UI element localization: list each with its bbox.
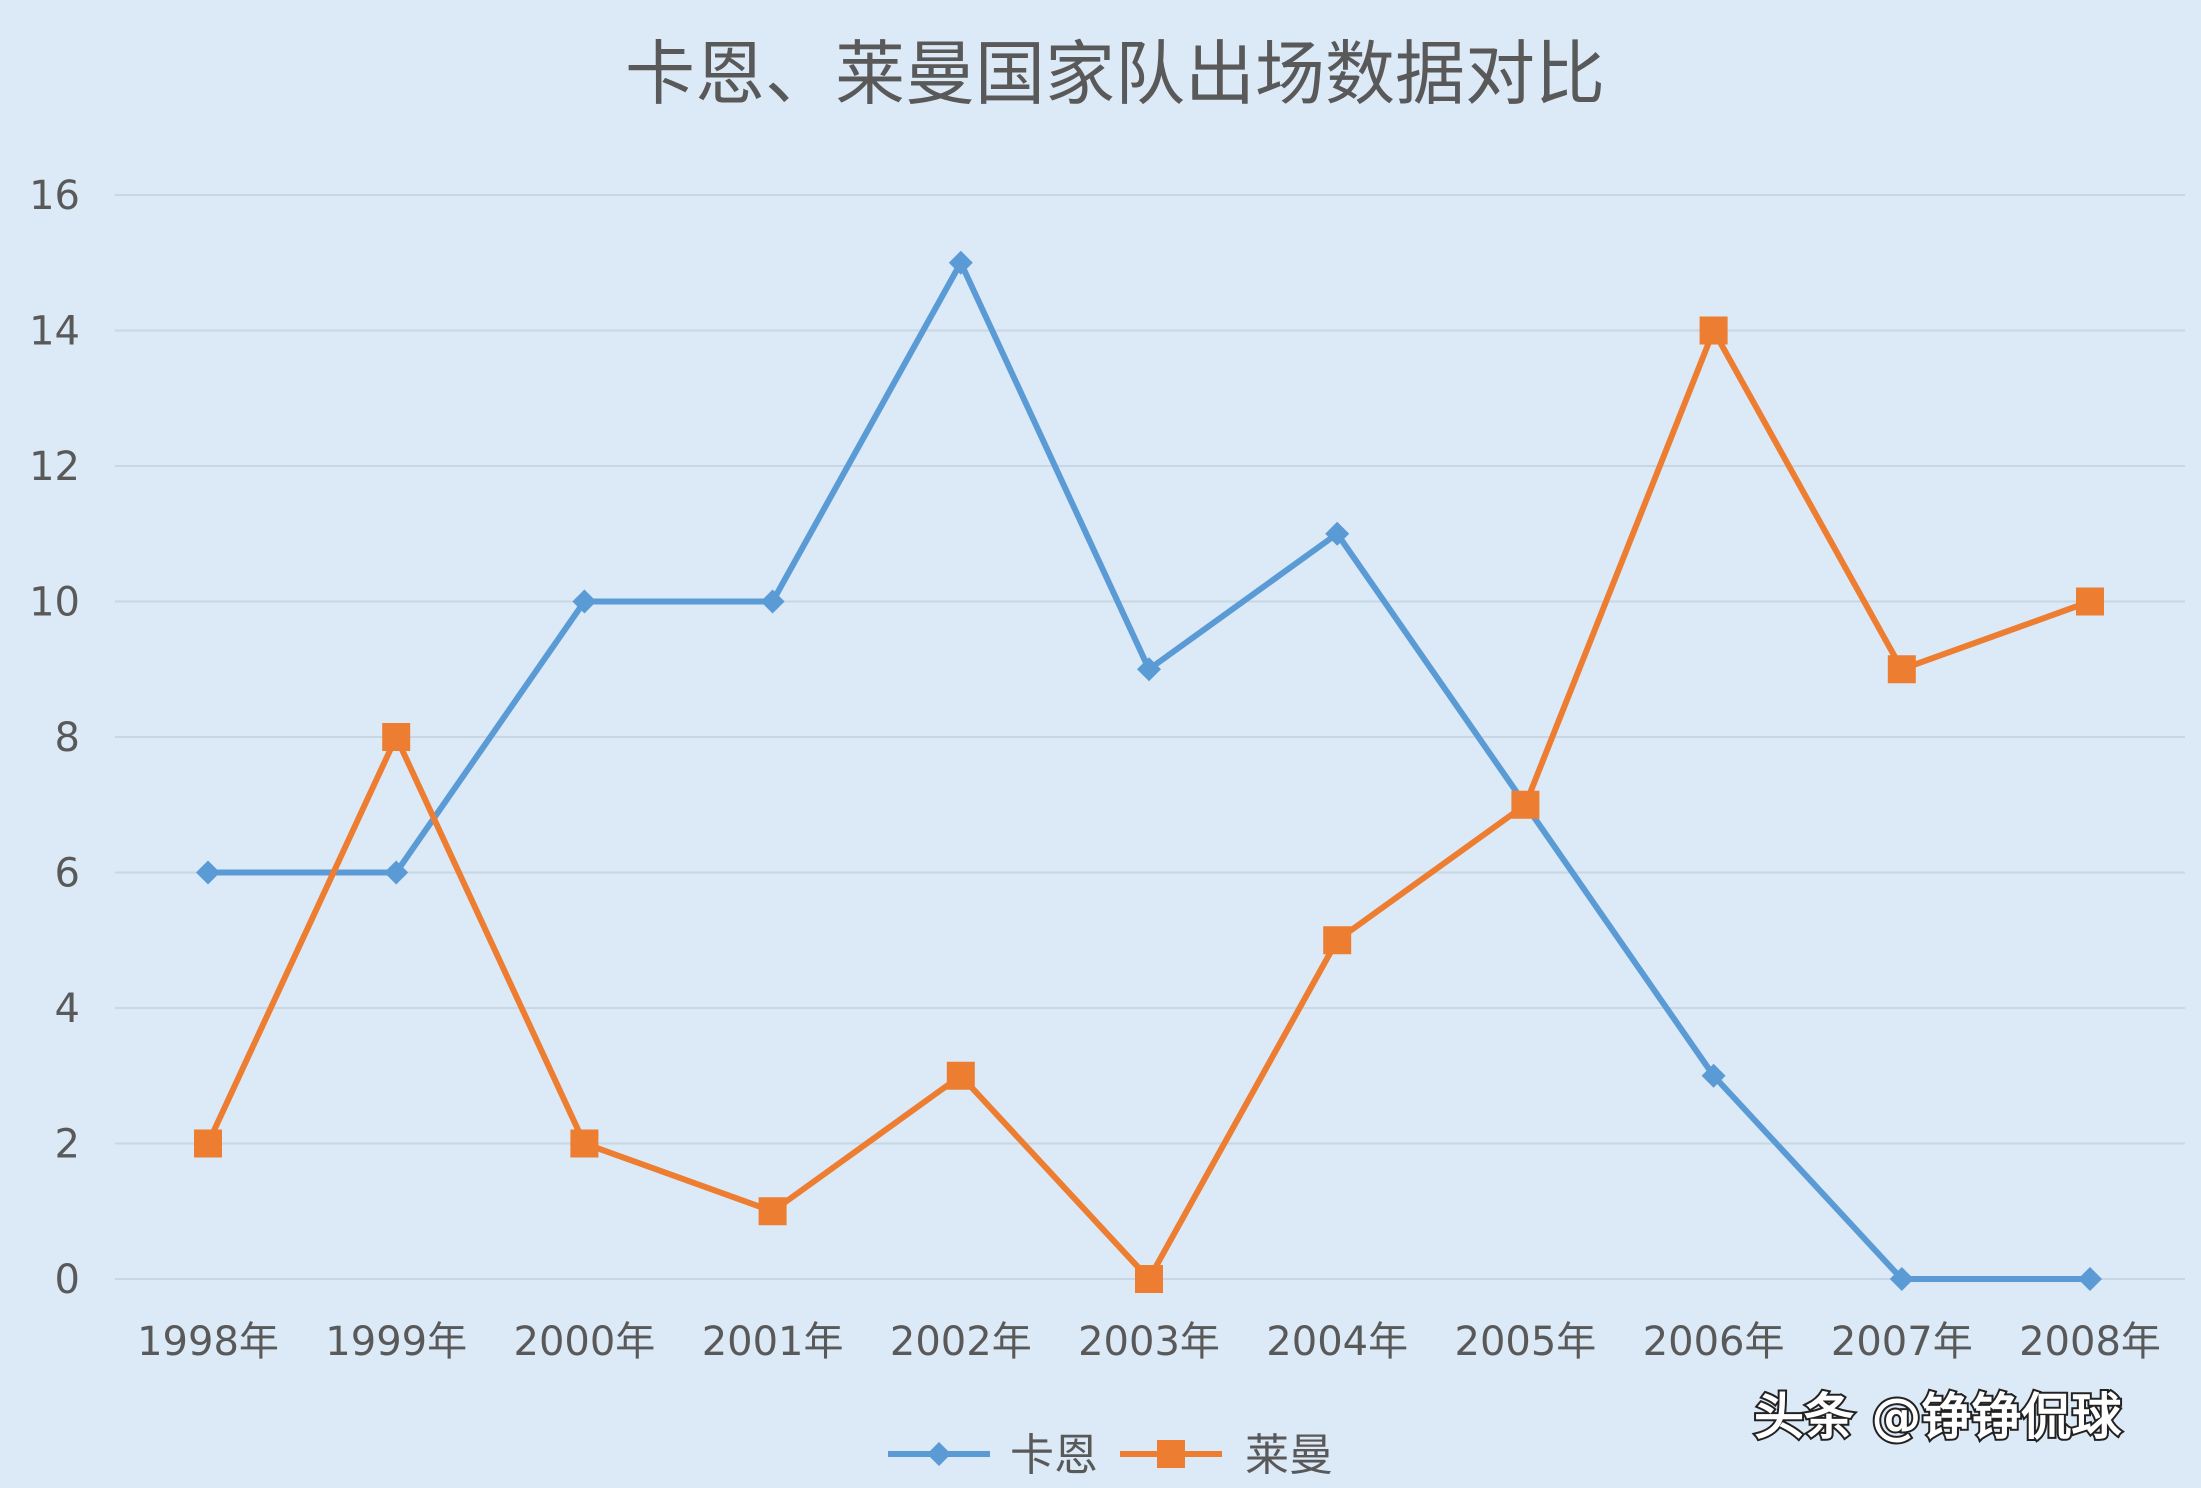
y-tick-label: 2 bbox=[55, 1122, 80, 1168]
legend-item: 莱曼 bbox=[1120, 1430, 1333, 1481]
y-tick-label: 10 bbox=[29, 580, 80, 626]
y-tick-label: 16 bbox=[29, 173, 80, 219]
y-axis-ticks: 0 2 4 6 8 10 12 14 16 bbox=[29, 173, 80, 1303]
watermark-text: 头条 @铮铮侃球 bbox=[1754, 1388, 2122, 1446]
legend-item: 卡恩 bbox=[888, 1430, 1098, 1481]
x-axis-ticks: 1998年 1999年 2000年 2001年 2002年 2003年 2004年 2005年… bbox=[137, 1319, 2161, 1365]
data-point-marker bbox=[1137, 657, 1161, 682]
x-tick-label: 2006年 bbox=[1643, 1319, 1785, 1365]
x-tick-label: 2000年 bbox=[514, 1319, 656, 1365]
data-point-marker bbox=[758, 1197, 787, 1226]
y-tick-label: 4 bbox=[55, 986, 80, 1032]
x-tick-label: 1999年 bbox=[325, 1319, 467, 1365]
data-point-marker bbox=[946, 1061, 975, 1090]
data-point-marker bbox=[1323, 926, 1352, 955]
legend: 卡恩 莱曼 bbox=[888, 1430, 1333, 1481]
series-lines bbox=[194, 250, 2104, 1293]
data-point-marker bbox=[760, 589, 785, 614]
data-point-marker bbox=[1699, 316, 1728, 345]
legend-label: 莱曼 bbox=[1245, 1430, 1333, 1481]
series-group bbox=[196, 250, 2102, 1291]
legend-marker bbox=[927, 1442, 951, 1466]
x-tick-label: 2008年 bbox=[2019, 1319, 2161, 1365]
data-point-marker bbox=[1325, 521, 1350, 546]
series-group bbox=[194, 316, 2104, 1293]
y-tick-label: 14 bbox=[29, 309, 80, 355]
data-point-marker bbox=[2076, 587, 2104, 616]
series-line bbox=[205, 327, 2093, 1282]
data-point-marker bbox=[194, 1129, 222, 1158]
gridlines bbox=[115, 194, 2185, 1280]
data-point-marker bbox=[1135, 1265, 1163, 1293]
data-point-marker bbox=[572, 589, 597, 614]
x-tick-label: 2001年 bbox=[702, 1319, 844, 1365]
x-tick-label: 1998年 bbox=[137, 1319, 279, 1365]
x-tick-label: 2003年 bbox=[1078, 1319, 1220, 1365]
legend-marker bbox=[1157, 1440, 1185, 1468]
data-point-marker bbox=[2078, 1267, 2102, 1291]
y-tick-label: 8 bbox=[55, 715, 80, 761]
data-point-marker bbox=[384, 860, 409, 885]
y-tick-label: 6 bbox=[55, 851, 80, 897]
data-point-marker bbox=[1887, 655, 1916, 684]
x-tick-label: 2004年 bbox=[1266, 1319, 1408, 1365]
series-line bbox=[205, 259, 2093, 1282]
chart-title: 卡恩、莱曼国家队出场数据对比 bbox=[625, 33, 1605, 115]
data-point-marker bbox=[1511, 790, 1540, 819]
x-tick-label: 2002年 bbox=[890, 1319, 1032, 1365]
data-point-marker bbox=[1701, 1063, 1726, 1088]
data-point-marker bbox=[570, 1129, 599, 1158]
y-tick-label: 12 bbox=[29, 444, 80, 490]
data-point-marker bbox=[382, 723, 411, 751]
legend-label: 卡恩 bbox=[1010, 1430, 1098, 1481]
data-point-marker bbox=[196, 860, 220, 885]
y-tick-label: 0 bbox=[55, 1257, 80, 1303]
x-tick-label: 2005年 bbox=[1455, 1319, 1597, 1365]
data-point-marker bbox=[948, 250, 973, 275]
x-tick-label: 2007年 bbox=[1831, 1319, 1973, 1365]
data-point-marker bbox=[1889, 1267, 1914, 1291]
